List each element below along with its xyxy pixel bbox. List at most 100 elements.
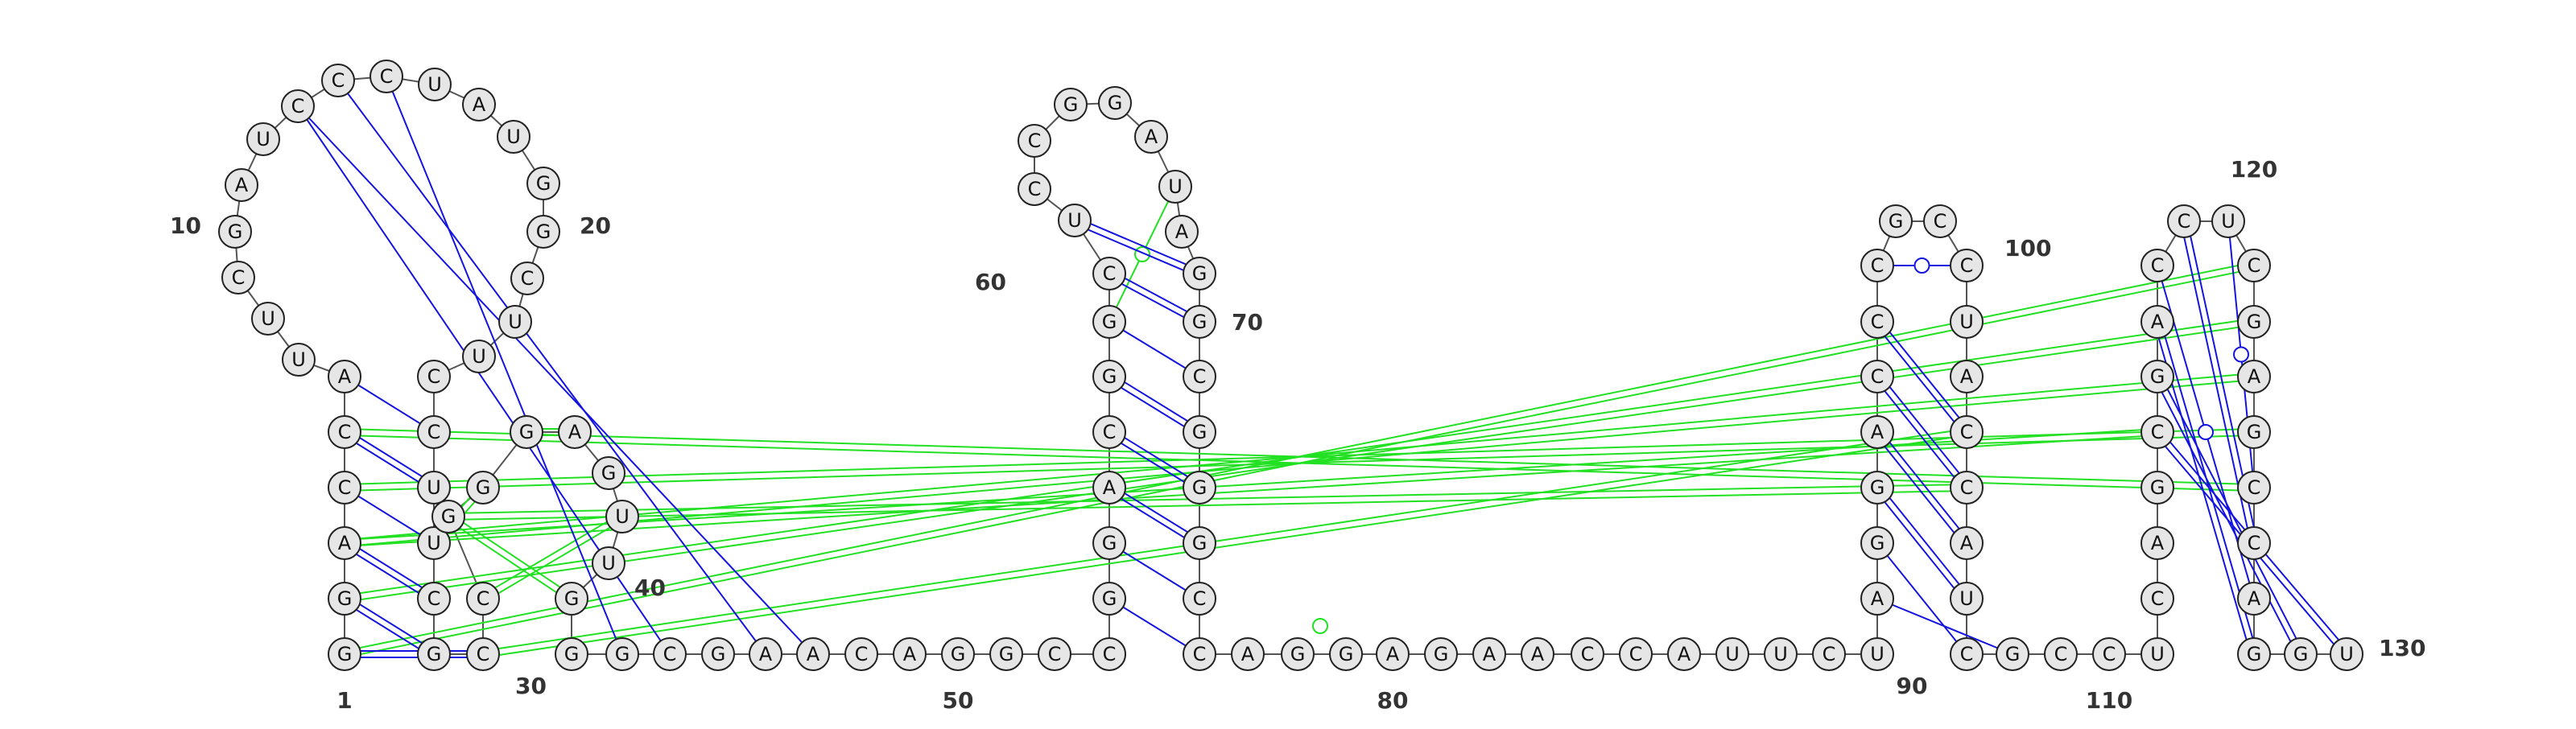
nucleotide: C	[221, 261, 255, 294]
nucleotide-letter: A	[1871, 587, 1885, 610]
nucleotide: G	[417, 637, 451, 671]
nucleotide-letter: A	[568, 421, 582, 443]
nucleotide: U	[2330, 637, 2363, 671]
nucleotide-letter: G	[1192, 421, 1208, 443]
nucleotide-circle	[605, 637, 639, 671]
nucleotide-letter: C	[477, 587, 490, 610]
nucleotide: C	[1183, 582, 1216, 616]
nucleotide: C	[417, 415, 451, 449]
nucleotide-circle	[1860, 360, 1894, 393]
nucleotide: U	[1715, 637, 1749, 671]
base-pair-line	[1107, 489, 1199, 547]
nucleotide-letter: G	[337, 587, 353, 610]
nucleotide-letter: C	[2248, 476, 2261, 499]
nucleotide-circle	[1923, 204, 1957, 238]
nucleotide-letter: C	[291, 95, 305, 117]
nucleotide-letter: G	[1102, 587, 1117, 610]
base-pair-line	[345, 267, 2255, 658]
nucleotide-letter: C	[2248, 254, 2261, 277]
nucleotide-circle	[653, 637, 687, 671]
position-label: 100	[2004, 235, 2051, 262]
nucleotide-letter: C	[2151, 421, 2165, 443]
nucleotide-circle	[893, 637, 927, 671]
nucleotide: G	[1183, 305, 1216, 339]
nucleotide-letter: G	[2293, 643, 2309, 665]
nucleotide-circle	[1281, 637, 1315, 671]
nucleotide-circle	[1764, 637, 1798, 671]
nucleotide: C	[1183, 360, 1216, 393]
base-pair-line	[337, 80, 766, 655]
nucleotide: G	[2140, 471, 2174, 505]
nucleotide-letter: C	[1028, 178, 1042, 200]
nucleotide-letter: G	[1063, 93, 1079, 116]
nucleotide-circle	[221, 261, 255, 294]
nucleotide-circle	[2140, 471, 2174, 505]
nucleotide-circle	[1183, 582, 1216, 616]
nucleotide-circle	[225, 168, 258, 202]
nucleotide: C	[1092, 415, 1126, 449]
nucleotide: U	[592, 546, 625, 580]
nucleotide: U	[497, 120, 530, 154]
nucleotide-letter: C	[1960, 254, 1974, 277]
nucleotide-circle	[2237, 249, 2271, 282]
nucleotide-circle	[418, 68, 452, 101]
nucleotide: U	[417, 471, 451, 505]
nucleotide-letter: U	[427, 476, 441, 499]
nucleotide-letter: U	[1168, 175, 1183, 198]
nucleotide: G	[1996, 637, 2029, 671]
nucleotide-circle	[2237, 415, 2271, 449]
nucleotide-letter: A	[473, 93, 486, 116]
nucleotide-letter: C	[2151, 254, 2165, 277]
nucleotide-circle	[1092, 415, 1126, 449]
nucleotide: C	[2140, 249, 2174, 282]
nucleotide-circle	[497, 120, 530, 154]
nucleotide-circle	[417, 360, 451, 393]
nucleotide-circle	[462, 340, 496, 373]
nucleotide-letter: G	[1889, 210, 1904, 233]
nucleotide: G	[1879, 204, 1913, 238]
nucleotide: G	[218, 215, 252, 249]
nucleotide-letter: G	[2150, 365, 2165, 388]
base-pair-line	[483, 434, 1967, 658]
base-pair-line	[345, 595, 436, 653]
base-pair-line	[448, 489, 1967, 521]
nucleotide-circle	[1571, 637, 1604, 671]
nucleotide: C	[1092, 637, 1126, 671]
nucleotide-letter: C	[1960, 476, 1974, 499]
base-pair-line	[1874, 488, 1965, 602]
nucleotide-letter: G	[951, 643, 966, 665]
nucleotide-letter: C	[1871, 365, 1885, 388]
base-pair-line	[1879, 484, 1970, 598]
nucleotide-letter: A	[1483, 643, 1496, 665]
position-label: 80	[1377, 687, 1409, 714]
nucleotide: A	[2237, 360, 2271, 393]
nucleotide-circle	[1054, 88, 1088, 122]
nucleotide: A	[328, 526, 361, 560]
nucleotide: A	[225, 168, 258, 202]
base-pair-line	[1110, 373, 1202, 430]
base-pair-line	[1874, 377, 1965, 491]
nucleotide: G	[605, 637, 639, 671]
nucleotide-letter: A	[338, 365, 352, 388]
nucleotide-circle	[1183, 637, 1216, 671]
nucleotide-circle	[2237, 360, 2271, 393]
nucleotide: A	[1950, 360, 1984, 393]
nucleotide: G	[592, 456, 625, 490]
nucleotide: G	[328, 582, 361, 616]
nucleotide-circle	[1134, 120, 1168, 154]
nucleotide: A	[2237, 582, 2271, 616]
nucleotide-circle	[1860, 249, 1894, 282]
base-pair-line	[342, 434, 433, 492]
nucleotide-letter: U	[256, 128, 270, 150]
nucleotide: C	[1018, 124, 1051, 158]
nucleotide-circle	[1950, 471, 1984, 505]
nucleotide-circle	[2140, 582, 2174, 616]
nucleotide-letter: A	[2151, 532, 2165, 554]
nucleotide-circle	[369, 60, 403, 93]
nucleotide-circle	[1092, 526, 1126, 560]
nucleotide: A	[1860, 582, 1894, 616]
nucleotide: C	[328, 471, 361, 505]
nucleotide: A	[1231, 637, 1265, 671]
nucleotide-letter: G	[1339, 643, 1354, 665]
nucleotide-letter: G	[536, 220, 551, 243]
